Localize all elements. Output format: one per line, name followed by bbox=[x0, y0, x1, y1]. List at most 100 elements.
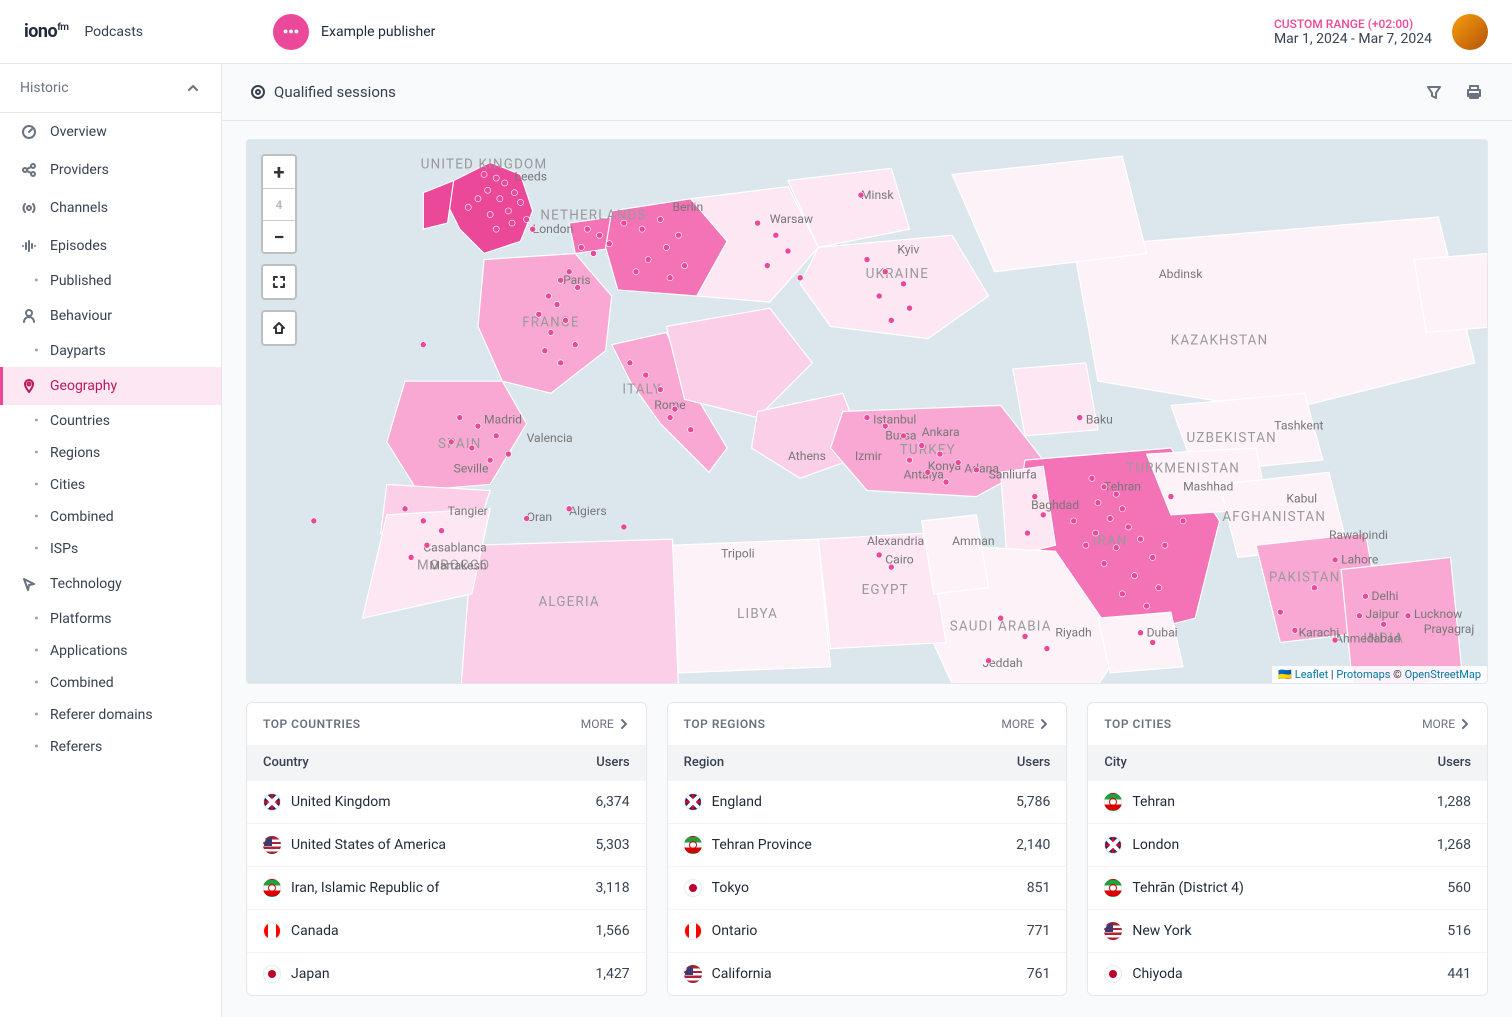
sidebar-nav: Overview ProvidersChannelsEpisodesPublish… bbox=[0, 113, 221, 763]
svg-text:Dubai: Dubai bbox=[1147, 625, 1178, 639]
svg-text:Tripoli: Tripoli bbox=[721, 546, 755, 560]
nav-sub-platforms[interactable]: Platforms bbox=[0, 603, 221, 635]
flag-icon bbox=[263, 793, 281, 811]
svg-text:Madrid: Madrid bbox=[484, 413, 522, 427]
nav-label: Overview bbox=[50, 124, 107, 140]
home-button[interactable] bbox=[263, 312, 295, 344]
row-name: Ontario bbox=[712, 923, 758, 939]
svg-text:Istanbul: Istanbul bbox=[873, 413, 916, 427]
svg-text:SAUDI ARABIA: SAUDI ARABIA bbox=[950, 619, 1052, 634]
svg-text:Ahmedabad: Ahmedabad bbox=[1335, 631, 1400, 645]
audio-icon bbox=[20, 237, 38, 255]
nav-sub-applications[interactable]: Applications bbox=[0, 635, 221, 667]
row-name: Japan bbox=[291, 966, 330, 982]
svg-text:Minsk: Minsk bbox=[861, 188, 895, 202]
nav-item-behaviour[interactable]: Behaviour bbox=[0, 297, 221, 335]
print-button[interactable] bbox=[1464, 82, 1484, 102]
row-name: Canada bbox=[291, 923, 339, 939]
osm-link[interactable]: OpenStreetMap bbox=[1405, 668, 1481, 681]
gauge-icon bbox=[20, 123, 38, 141]
flag-icon bbox=[263, 836, 281, 854]
nav-sub-dayparts[interactable]: Dayparts bbox=[0, 335, 221, 367]
nav-item-episodes[interactable]: Episodes bbox=[0, 227, 221, 265]
geography-map[interactable]: UNITED KINGDOMLeedsLondonNETHERLANDSBerl… bbox=[246, 139, 1488, 684]
protomaps-link[interactable]: Protomaps bbox=[1336, 668, 1390, 681]
fullscreen-button[interactable] bbox=[263, 266, 295, 298]
date-range-label: CUSTOM RANGE (+02:00) bbox=[1274, 17, 1432, 31]
sidebar: Historic Overview ProvidersChannelsEpisod… bbox=[0, 64, 222, 1017]
nav-item-technology[interactable]: Technology bbox=[0, 565, 221, 603]
table-row[interactable]: United Kingdom6,374 bbox=[247, 780, 646, 823]
table-row[interactable]: Japan1,427 bbox=[247, 952, 646, 995]
nav-sub-regions[interactable]: Regions bbox=[0, 437, 221, 469]
flag-icon bbox=[684, 922, 702, 940]
table-row[interactable]: Ontario771 bbox=[668, 909, 1067, 952]
table-row[interactable]: England5,786 bbox=[668, 780, 1067, 823]
flag-icon bbox=[1104, 965, 1122, 983]
svg-text:Baku: Baku bbox=[1086, 413, 1113, 427]
table-row[interactable]: Tehran1,288 bbox=[1088, 780, 1487, 823]
card-title: TOP COUNTRIES bbox=[263, 717, 361, 731]
top-regions-card: TOP REGIONS MORE RegionUsers England5,78… bbox=[667, 702, 1068, 996]
row-value: 441 bbox=[1447, 966, 1471, 982]
nav-item-channels[interactable]: Channels bbox=[0, 189, 221, 227]
table-row[interactable]: United States of America5,303 bbox=[247, 823, 646, 866]
table-row[interactable]: New York516 bbox=[1088, 909, 1487, 952]
more-link[interactable]: MORE bbox=[581, 717, 630, 731]
table-row[interactable]: Tehran Province2,140 bbox=[668, 823, 1067, 866]
date-range-picker[interactable]: CUSTOM RANGE (+02:00) Mar 1, 2024 - Mar … bbox=[1274, 17, 1432, 47]
nav-sub-combined[interactable]: Combined bbox=[0, 667, 221, 699]
nav-sub-referers[interactable]: Referers bbox=[0, 731, 221, 763]
row-name: Tehran Province bbox=[712, 837, 812, 853]
nav-sub-combined[interactable]: Combined bbox=[0, 501, 221, 533]
toolbar-title[interactable]: Qualified sessions bbox=[250, 83, 396, 101]
table-row[interactable]: Tehrān (District 4)560 bbox=[1088, 866, 1487, 909]
nav-item-geography[interactable]: Geography bbox=[0, 367, 221, 405]
section-name[interactable]: Podcasts bbox=[84, 24, 143, 40]
row-name: Iran, Islamic Republic of bbox=[291, 880, 439, 896]
row-value: 1,268 bbox=[1437, 837, 1471, 853]
svg-text:Tehran: Tehran bbox=[1104, 480, 1141, 494]
zoom-level: 4 bbox=[263, 188, 295, 220]
table-row[interactable]: Iran, Islamic Republic of 3,118 bbox=[247, 866, 646, 909]
publisher-name: Example publisher bbox=[321, 24, 435, 40]
publisher-selector[interactable]: ●●● Example publisher bbox=[273, 14, 435, 50]
zoom-in-button[interactable]: + bbox=[263, 156, 295, 188]
nav-sub-cities[interactable]: Cities bbox=[0, 469, 221, 501]
leaflet-link[interactable]: Leaflet bbox=[1295, 668, 1328, 681]
svg-text:Alexandria: Alexandria bbox=[867, 534, 924, 548]
table-row[interactable]: California761 bbox=[668, 952, 1067, 995]
row-value: 1,566 bbox=[595, 923, 629, 939]
table-row[interactable]: Canada 1,566 bbox=[247, 909, 646, 952]
nav-label: Technology bbox=[50, 576, 122, 592]
nav-item-overview[interactable]: Overview bbox=[0, 113, 221, 151]
svg-text:EGYPT: EGYPT bbox=[862, 583, 909, 598]
nav-sub-countries[interactable]: Countries bbox=[0, 405, 221, 437]
svg-text:Athens: Athens bbox=[788, 449, 826, 463]
row-value: 560 bbox=[1447, 880, 1471, 896]
svg-text:IRAN: IRAN bbox=[1093, 534, 1128, 549]
table-row[interactable]: London1,268 bbox=[1088, 823, 1487, 866]
nav-sub-referer-domains[interactable]: Referer domains bbox=[0, 699, 221, 731]
pin-icon bbox=[20, 377, 38, 395]
flag-icon bbox=[1104, 836, 1122, 854]
more-link[interactable]: MORE bbox=[1422, 717, 1471, 731]
flag-icon bbox=[1104, 879, 1122, 897]
nav-sub-isps[interactable]: ISPs bbox=[0, 533, 221, 565]
nav-sub-published[interactable]: Published bbox=[0, 265, 221, 297]
svg-text:Kyiv: Kyiv bbox=[897, 242, 919, 256]
sidebar-group-toggle[interactable]: Historic bbox=[0, 64, 221, 113]
svg-text:Prayagraj: Prayagraj bbox=[1424, 622, 1475, 636]
nav-item-providers[interactable]: Providers bbox=[0, 151, 221, 189]
filter-button[interactable] bbox=[1424, 82, 1444, 102]
svg-text:Berlin: Berlin bbox=[672, 200, 703, 214]
brand-logo[interactable]: ionofm bbox=[24, 21, 68, 42]
more-link[interactable]: MORE bbox=[1001, 717, 1050, 731]
table-row[interactable]: Tokyo851 bbox=[668, 866, 1067, 909]
top-countries-card: TOP COUNTRIES MORE CountryUsers United K… bbox=[246, 702, 647, 996]
publisher-avatar: ●●● bbox=[273, 14, 309, 50]
user-avatar[interactable] bbox=[1452, 14, 1488, 50]
row-value: 3,118 bbox=[595, 880, 629, 896]
zoom-out-button[interactable]: − bbox=[263, 220, 295, 252]
table-row[interactable]: Chiyoda441 bbox=[1088, 952, 1487, 995]
